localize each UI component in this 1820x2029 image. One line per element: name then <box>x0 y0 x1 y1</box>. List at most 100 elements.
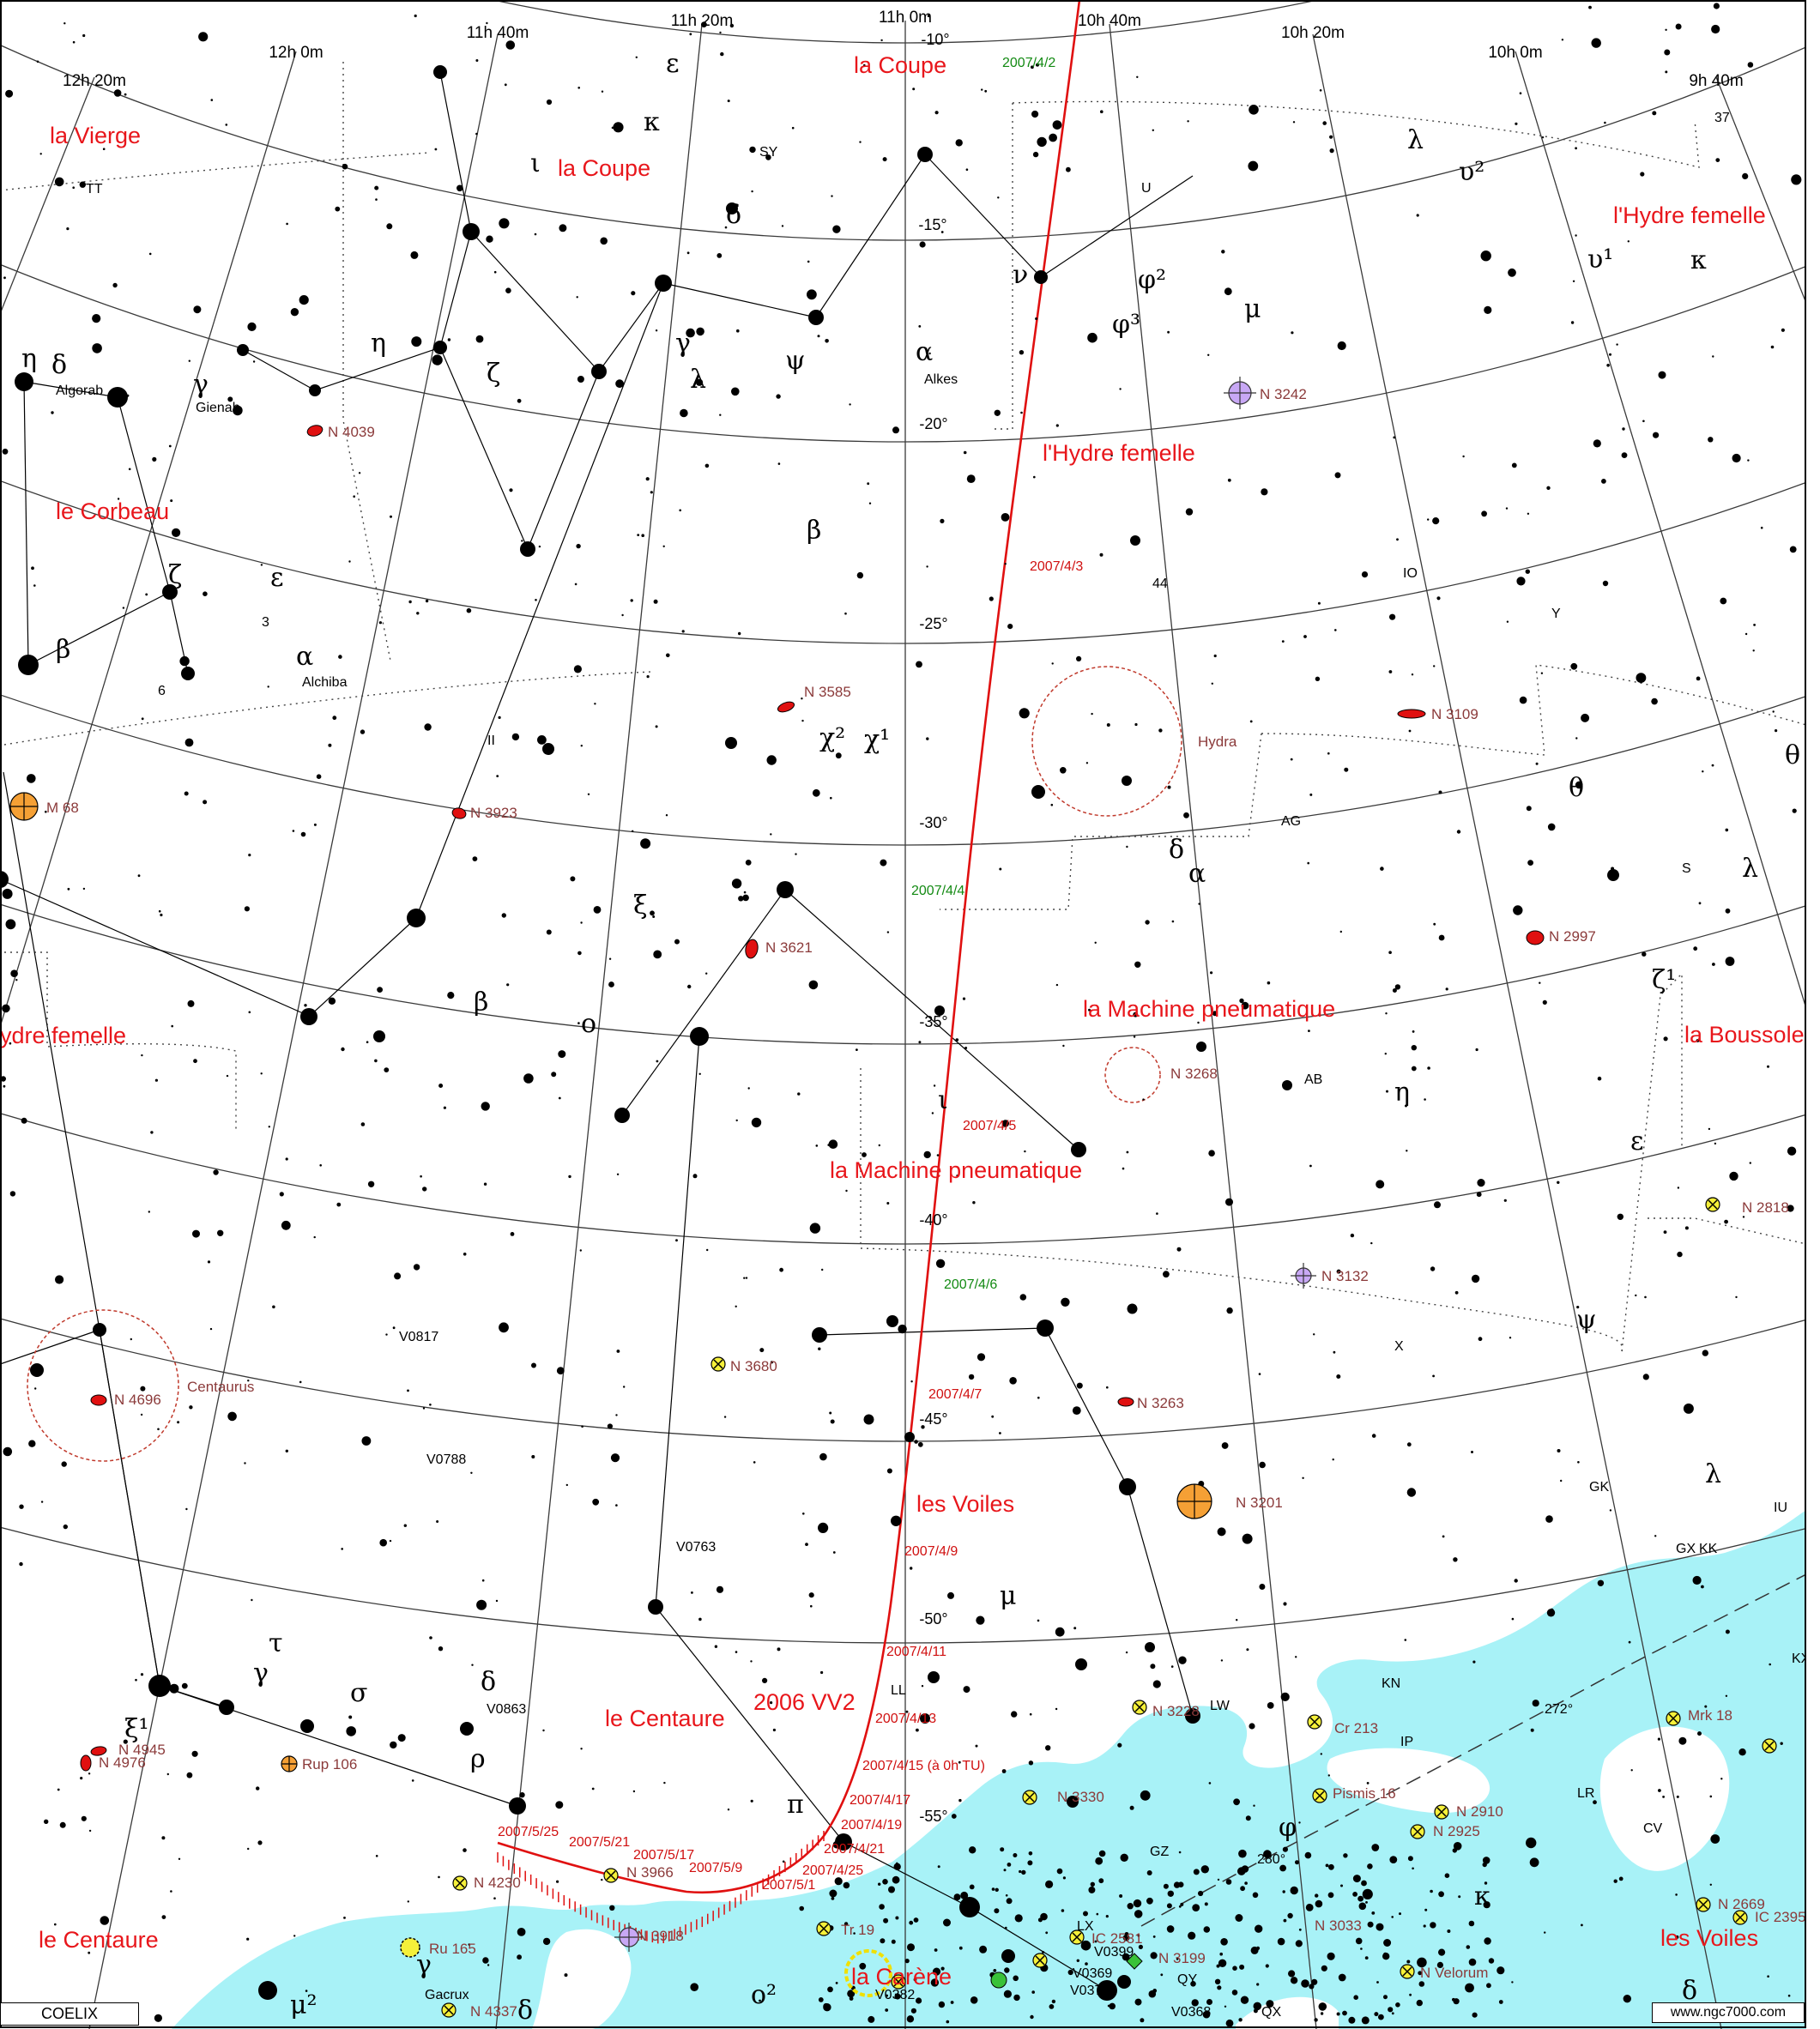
deep-sky-label: N 2818 <box>1742 1199 1789 1216</box>
star-dot <box>750 1799 753 1803</box>
star-dot <box>1519 92 1522 94</box>
greek-letter: χ² <box>819 723 845 753</box>
deep-sky-label: N 3621 <box>765 939 813 956</box>
object-boundaries <box>27 666 1182 1462</box>
star-dot <box>1013 1994 1020 2002</box>
star-name: GX <box>1676 1542 1696 1556</box>
bright-star <box>460 1722 474 1736</box>
star-dot <box>930 1978 940 1987</box>
star-dot <box>1505 507 1509 510</box>
star-dot <box>745 1277 748 1279</box>
open-cluster-icon <box>710 1356 726 1372</box>
star-dot <box>1224 287 1232 296</box>
star-dot <box>1311 1978 1318 1985</box>
star-dot <box>1378 2014 1384 2020</box>
star-dot <box>735 1651 738 1653</box>
star-dot <box>1385 1012 1388 1015</box>
star-dot <box>535 599 537 601</box>
milky-way-region <box>172 1510 1806 2029</box>
star-dot <box>1309 793 1313 796</box>
bright-star <box>934 1005 945 1016</box>
star-dot <box>1122 1934 1130 1941</box>
star-dot <box>1352 1892 1357 1897</box>
star-dot <box>348 1715 353 1719</box>
star-dot <box>818 1347 821 1350</box>
star-dot <box>341 1047 345 1052</box>
star-dot <box>1486 1983 1491 1989</box>
star-dot <box>979 1945 988 1954</box>
star-dot <box>45 810 47 813</box>
star-dot <box>862 1152 867 1157</box>
star-dot <box>1176 1247 1182 1252</box>
star-dot <box>1651 697 1658 705</box>
bright-star <box>690 1027 709 1046</box>
open-cluster-icon <box>1732 1910 1748 1925</box>
comet-date-red: 2007/4/11 <box>886 1645 946 1659</box>
star-dot <box>170 499 173 503</box>
star-dot <box>738 896 744 902</box>
star-dot <box>384 1067 390 1072</box>
star-dot <box>577 87 580 89</box>
star-dot <box>936 1154 940 1156</box>
star-dot <box>1037 1396 1040 1399</box>
deep-sky-label: N 3109 <box>1431 706 1478 722</box>
greek-letter: β <box>56 635 70 665</box>
star-dot <box>1526 1837 1537 1849</box>
star-dot <box>1198 903 1200 905</box>
star-dot <box>207 1260 211 1264</box>
star-dot <box>719 31 722 34</box>
star-dot <box>1406 1150 1408 1152</box>
star-dot <box>154 1078 158 1082</box>
star-dot <box>646 675 650 679</box>
star-dot <box>1087 332 1097 343</box>
constellation-name: le Corbeau <box>56 498 169 524</box>
star-dot <box>1360 1947 1363 1950</box>
star-dot <box>375 198 378 201</box>
star-dot <box>1652 111 1657 116</box>
star-dot <box>538 545 541 548</box>
dec-labels: -10° -15° -20° -25° -30° -35° -40° -45° -50° -55° <box>918 31 949 1825</box>
star-dot <box>1320 1753 1323 1755</box>
star-dot <box>819 1452 827 1461</box>
star-dot <box>358 472 361 474</box>
star-dot <box>1516 577 1526 586</box>
star-dot <box>1588 5 1592 9</box>
star-dot <box>570 876 576 882</box>
star-name: V0382 <box>875 1988 915 2002</box>
bright-star <box>463 223 480 240</box>
star-dot <box>1678 1736 1687 1745</box>
star-dot <box>1099 553 1103 557</box>
star-dot <box>292 830 295 832</box>
star-dot <box>1067 1969 1073 1976</box>
star-dot <box>158 909 161 913</box>
asterism-line <box>1044 1327 1128 1488</box>
star-dot <box>1635 1294 1637 1297</box>
bright-star <box>433 65 447 79</box>
star-dot <box>1267 1702 1274 1709</box>
star-dot <box>438 1084 444 1088</box>
star-dot <box>1249 1723 1255 1730</box>
star-dot <box>161 1836 166 1840</box>
star-dot <box>475 59 479 62</box>
star-dot <box>630 599 633 602</box>
star-dot <box>1239 1964 1245 1970</box>
star-dot <box>1447 1929 1451 1933</box>
star-dot <box>1142 1098 1145 1101</box>
greek-letter: ρ <box>470 1744 486 1774</box>
star-name: V0370 <box>1070 1984 1110 1998</box>
star-dot <box>1581 713 1590 722</box>
deep-sky-label: N 2669 <box>1718 1896 1765 1912</box>
greek-letter: α <box>296 642 313 672</box>
star-dot <box>390 515 392 518</box>
open-cluster-icon <box>1696 1897 1711 1912</box>
star-dot <box>403 1524 407 1527</box>
star-dot <box>880 859 887 867</box>
greek-letter: δ <box>726 200 741 230</box>
star-dot <box>124 93 127 96</box>
star-dot <box>808 980 819 990</box>
star-dot <box>738 631 741 636</box>
star-dot <box>1031 1990 1035 1994</box>
star-dot <box>1192 1904 1200 1912</box>
star-dot <box>1412 1030 1415 1033</box>
star-dot <box>281 1220 291 1230</box>
